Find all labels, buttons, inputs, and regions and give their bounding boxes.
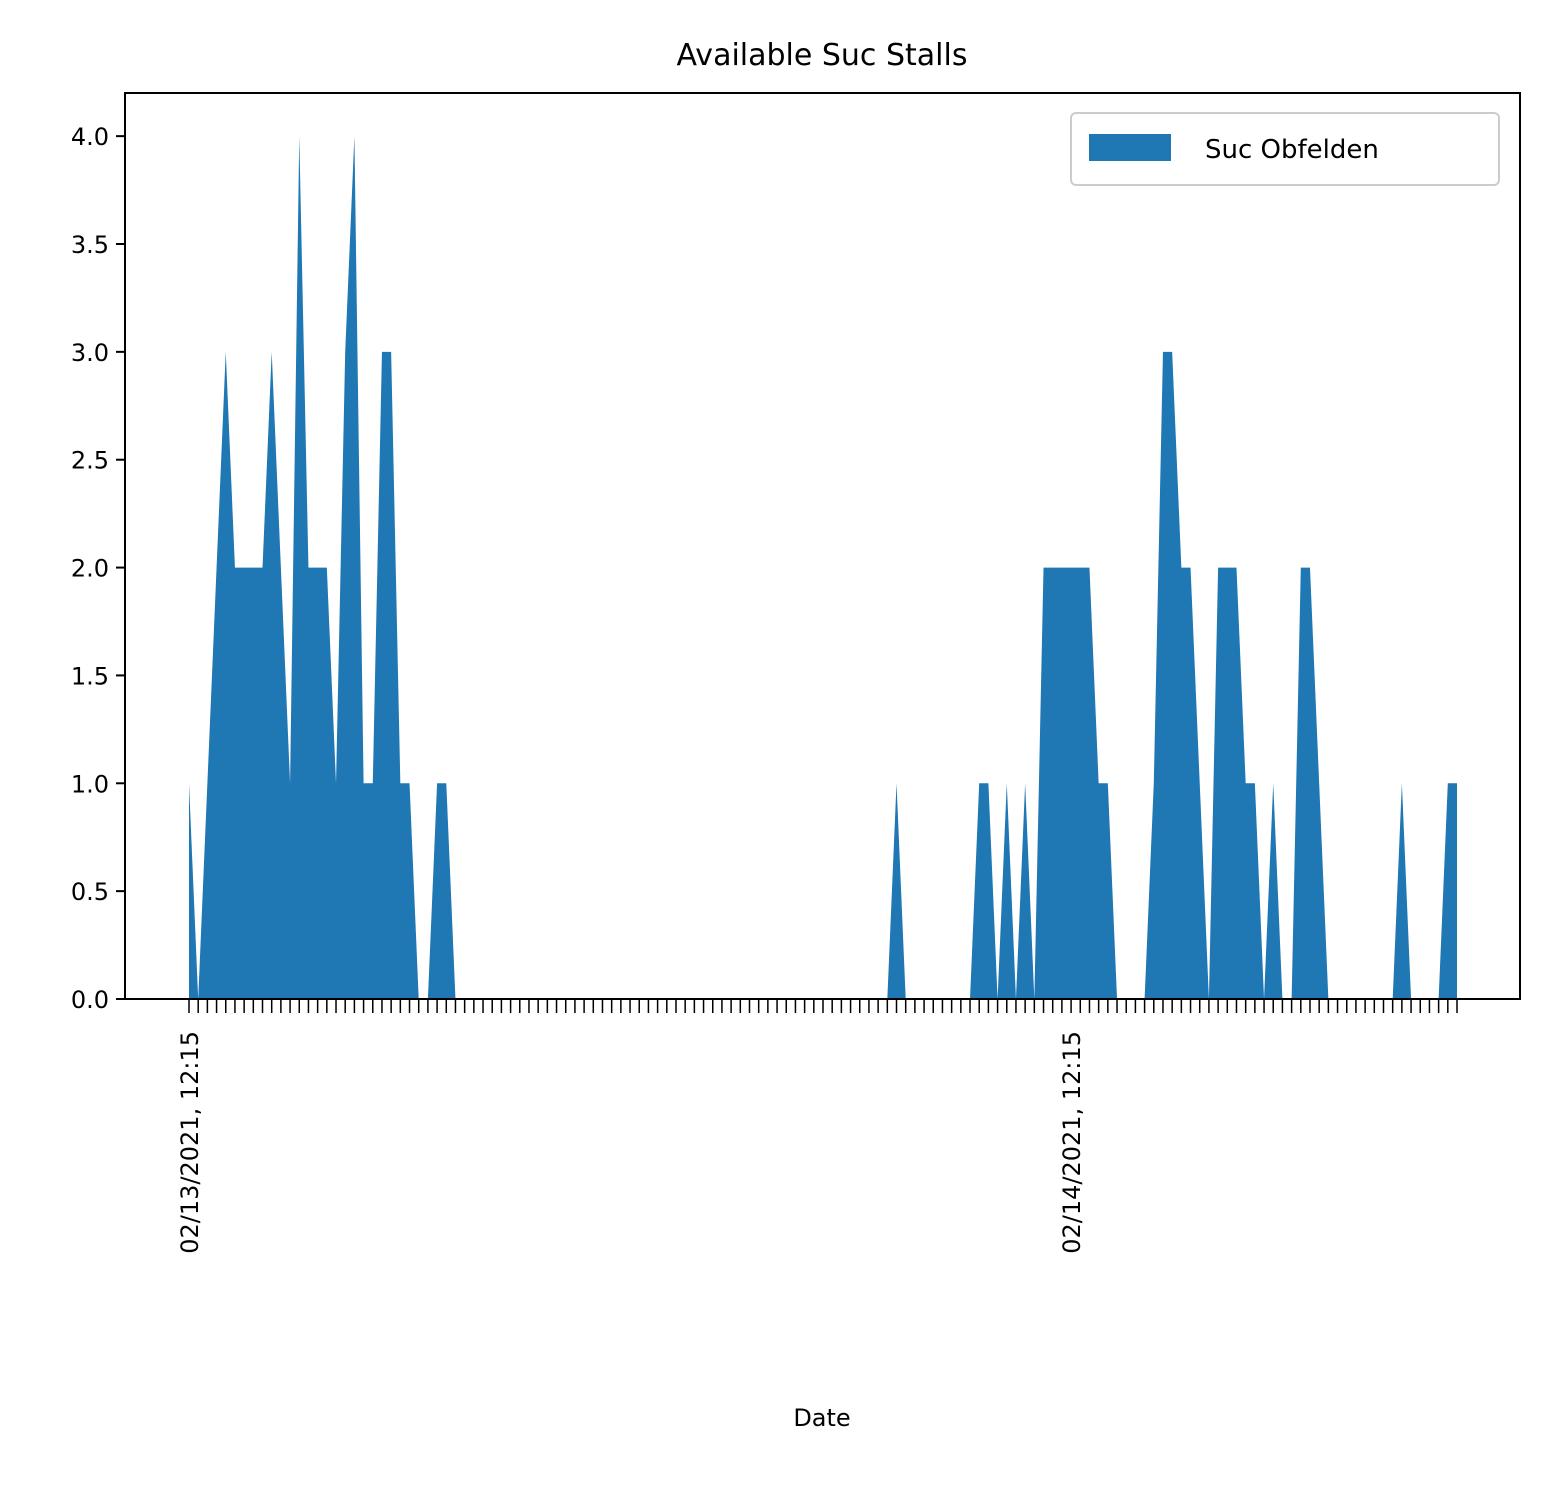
- x-axis-ticks: 02/13/2021, 12:15 02/14/2021, 12:15: [176, 999, 1458, 1254]
- legend-box: [1070, 112, 1500, 186]
- legend-swatch: [1089, 134, 1171, 161]
- y-tick-label: 2.5: [71, 447, 109, 475]
- area-series-suc-obfelden: [189, 136, 1457, 999]
- y-axis-ticks: 0.0 0.5 1.0 1.5 2.0 2.5 3.0 3.5 4.0: [71, 123, 125, 1014]
- y-tick-label: 0.0: [71, 986, 109, 1014]
- y-tick-label: 2.0: [71, 555, 109, 583]
- x-tick-label: 02/13/2021, 12:15: [176, 1031, 204, 1254]
- area-layer: [189, 136, 1457, 999]
- x-tick-label: 02/14/2021, 12:15: [1058, 1031, 1086, 1254]
- y-tick-label: 3.0: [71, 339, 109, 367]
- legend: Suc Obfelden: [1070, 112, 1500, 186]
- y-tick-label: 1.5: [71, 662, 109, 690]
- y-tick-label: 1.0: [71, 770, 109, 798]
- y-tick-label: 0.5: [71, 878, 109, 906]
- legend-label: Suc Obfelden: [1205, 135, 1379, 165]
- x-axis-label: Date: [793, 1404, 850, 1432]
- y-tick-label: 3.5: [71, 231, 109, 259]
- chart-title: Available Suc Stalls: [677, 38, 968, 73]
- plot-frame: [124, 92, 1521, 1000]
- y-tick-label: 4.0: [71, 123, 109, 151]
